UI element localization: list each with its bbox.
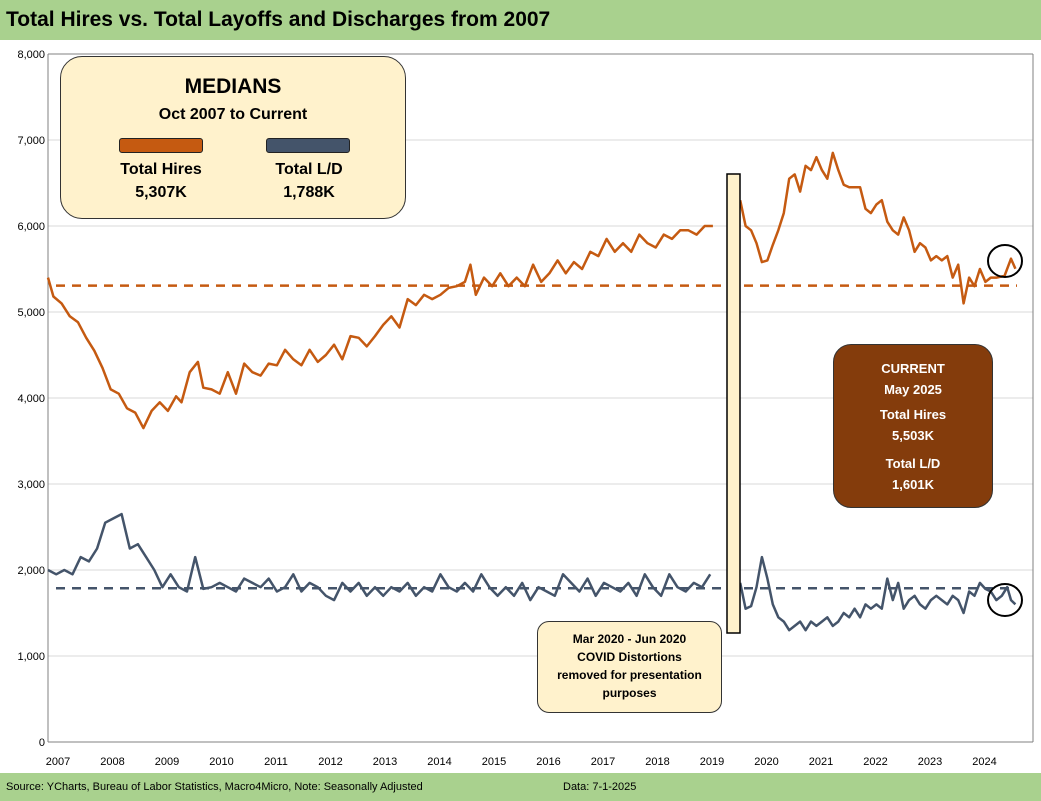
layoffs-legend-label: Total L/D (275, 161, 343, 178)
covid-note-line-2: COVID Distortions (577, 650, 682, 664)
x-tick-label: 2009 (155, 756, 179, 768)
covid-note-box: Mar 2020 - Jun 2020 COVID Distortions re… (537, 621, 722, 713)
current-title: CURRENT (881, 361, 945, 376)
x-tick-label: 2021 (809, 756, 833, 768)
x-tick-label: 2024 (972, 756, 996, 768)
x-tick-label: 2018 (645, 756, 669, 768)
source-note: Source: YCharts, Bureau of Labor Statist… (6, 781, 423, 793)
current-ld-value: 1,601K (892, 477, 934, 492)
y-tick-label: 0 (39, 737, 45, 749)
hires-median-value: 5,307K (135, 184, 187, 201)
layoffs-line-segment-1 (47, 512, 712, 602)
medians-box: MEDIANS Oct 2007 to Current Total Hires … (60, 56, 406, 219)
hires-line-segment-2 (738, 151, 1017, 305)
current-date: May 2025 (884, 382, 942, 397)
y-axis-tick-labels: 0 1,000 2,000 3,000 4,000 5,000 6,000 7,000 8,00… (17, 49, 45, 749)
x-tick-label: 2020 (754, 756, 778, 768)
covid-note-line-3: removed for presentation (557, 668, 702, 682)
gridlines (47, 53, 1034, 743)
y-tick-label: 6,000 (17, 221, 45, 233)
data-date-note: Data: 7-1-2025 (563, 781, 637, 793)
x-tick-label: 2023 (918, 756, 942, 768)
current-layoffs-circle (987, 583, 1023, 617)
hires-line-segment-1 (46, 224, 713, 430)
x-tick-label: 2010 (209, 756, 233, 768)
y-tick-label: 2,000 (17, 565, 45, 577)
x-tick-label: 2011 (264, 756, 288, 768)
hires-legend-label: Total Hires (120, 161, 202, 178)
x-tick-label: 2019 (700, 756, 724, 768)
chart-title: Total Hires vs. Total Layoffs and Discha… (6, 8, 551, 31)
x-tick-label: 2017 (591, 756, 615, 768)
covid-gap-bar (726, 173, 741, 634)
medians-title: MEDIANS (184, 75, 282, 98)
layoffs-median-value: 1,788K (283, 184, 335, 201)
layoffs-legend-swatch (266, 138, 350, 153)
x-tick-label: 2015 (482, 756, 506, 768)
x-axis-tick-labels: 2007 2008 2009 2010 2011 2012 2013 2014 2015 2016… (46, 756, 997, 768)
x-tick-label: 2014 (427, 756, 451, 768)
current-hires-circle (987, 244, 1023, 278)
x-tick-label: 2013 (373, 756, 397, 768)
series-lines (46, 151, 1017, 632)
x-tick-label: 2022 (863, 756, 887, 768)
x-tick-label: 2016 (536, 756, 560, 768)
current-hires-label: Total Hires (879, 407, 947, 422)
y-tick-label: 8,000 (17, 49, 45, 61)
x-tick-label: 2008 (100, 756, 124, 768)
y-tick-label: 1,000 (17, 651, 45, 663)
y-tick-label: 7,000 (17, 135, 45, 147)
y-tick-label: 4,000 (17, 393, 45, 405)
layoffs-line-segment-2 (738, 555, 1017, 632)
current-hires-value: 5,503K (892, 428, 934, 443)
hires-legend-swatch (119, 138, 203, 153)
x-tick-label: 2007 (46, 756, 70, 768)
y-tick-label: 3,000 (17, 479, 45, 491)
covid-note-line-4: purposes (602, 686, 657, 700)
current-ld-label: Total L/D (885, 456, 941, 471)
y-tick-label: 5,000 (17, 307, 45, 319)
covid-note-line-1: Mar 2020 - Jun 2020 (572, 632, 687, 646)
medians-subtitle: Oct 2007 to Current (158, 106, 308, 123)
current-box: CURRENT May 2025 Total Hires 5,503K Tota… (833, 344, 993, 508)
x-tick-label: 2012 (318, 756, 342, 768)
